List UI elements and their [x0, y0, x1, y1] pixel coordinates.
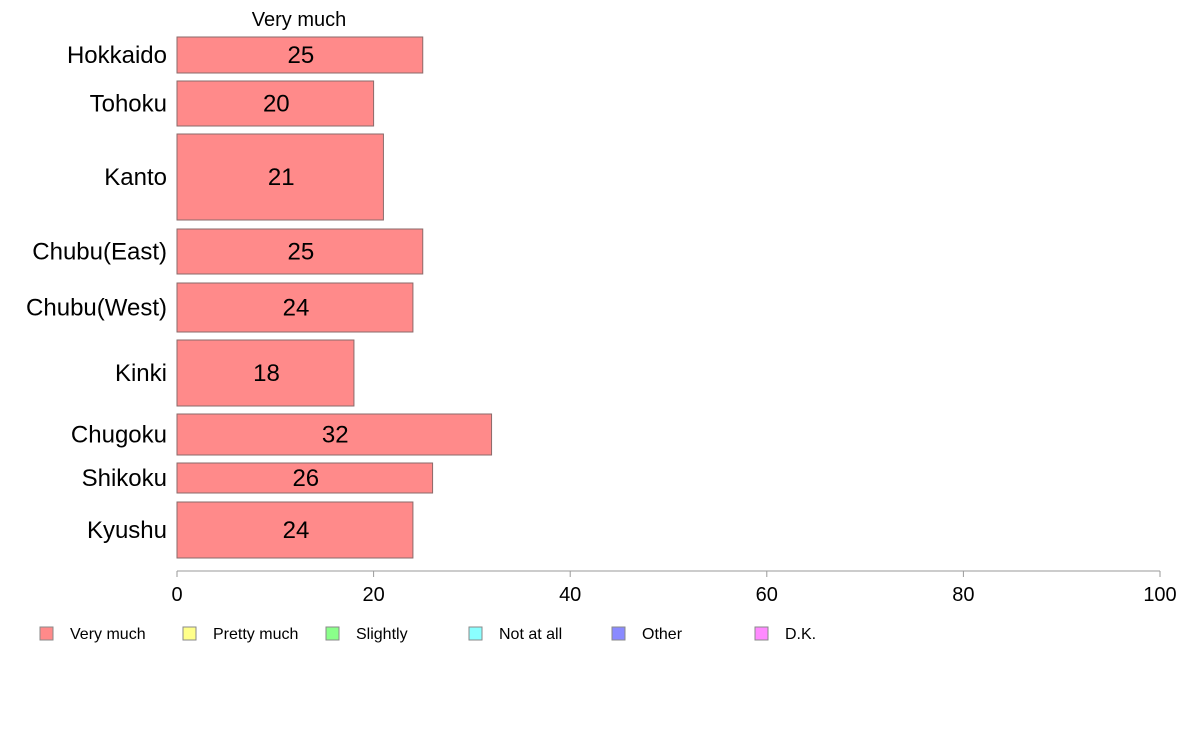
- value-label: 26: [292, 465, 319, 492]
- legend-label: Not at all: [499, 626, 562, 643]
- bar-kanto: [176, 133, 384, 221]
- value-label: 25: [288, 239, 315, 266]
- value-label: 20: [263, 91, 290, 118]
- panel-title: Very much: [252, 9, 346, 31]
- legend: Very much Pretty much Slightly Not at all Ot…: [39, 626, 816, 643]
- x-tick-label: 60: [756, 584, 778, 606]
- bar-tohoku: [176, 80, 375, 127]
- bar-chubu-east: [176, 228, 424, 275]
- x-tick-label: 20: [362, 584, 384, 606]
- category-label: Kyushu: [87, 517, 167, 544]
- value-label: 24: [283, 295, 310, 322]
- x-tick-label: 0: [171, 584, 182, 606]
- legend-label: Slightly: [356, 626, 408, 643]
- value-label: 24: [283, 517, 310, 544]
- legend-label: Pretty much: [213, 626, 298, 643]
- legend-swatch: [611, 626, 626, 641]
- legend-label: Other: [642, 626, 683, 643]
- category-label: Hokkaido: [67, 42, 167, 69]
- category-label: Kanto: [104, 164, 167, 191]
- x-tick-label: 80: [952, 584, 974, 606]
- legend-label: D.K.: [785, 626, 816, 643]
- legend-swatch: [39, 626, 54, 641]
- legend-label: Very much: [70, 626, 146, 643]
- bar-chugoku: [176, 413, 493, 456]
- legend-swatch: [182, 626, 197, 641]
- category-label: Kinki: [115, 360, 167, 387]
- legend-swatch: [754, 626, 769, 641]
- category-label: Chubu(East): [32, 239, 167, 266]
- legend-swatch: [325, 626, 340, 641]
- x-axis: 0 20 40 60 80 100: [171, 570, 1177, 606]
- value-label: 21: [268, 164, 295, 191]
- category-labels: Hokkaido Tohoku Kanto Chubu(East) Chubu(West…: [26, 42, 167, 544]
- bars: [176, 36, 493, 559]
- category-label: Tohoku: [90, 91, 167, 118]
- bar-chubu-west: [176, 282, 414, 333]
- category-label: Chubu(West): [26, 295, 167, 322]
- value-label: 18: [253, 360, 280, 387]
- x-tick-label: 40: [559, 584, 581, 606]
- x-tick-label: 100: [1143, 584, 1176, 606]
- category-label: Chugoku: [71, 422, 167, 449]
- value-label: 25: [288, 42, 315, 69]
- bar-shikoku: [176, 462, 434, 494]
- bar-kyushu: [176, 501, 414, 559]
- legend-swatch: [468, 626, 483, 641]
- bar-hokkaido: [176, 36, 424, 74]
- bar-kinki: [176, 339, 355, 407]
- value-label: 32: [322, 422, 349, 449]
- category-label: Shikoku: [82, 465, 167, 492]
